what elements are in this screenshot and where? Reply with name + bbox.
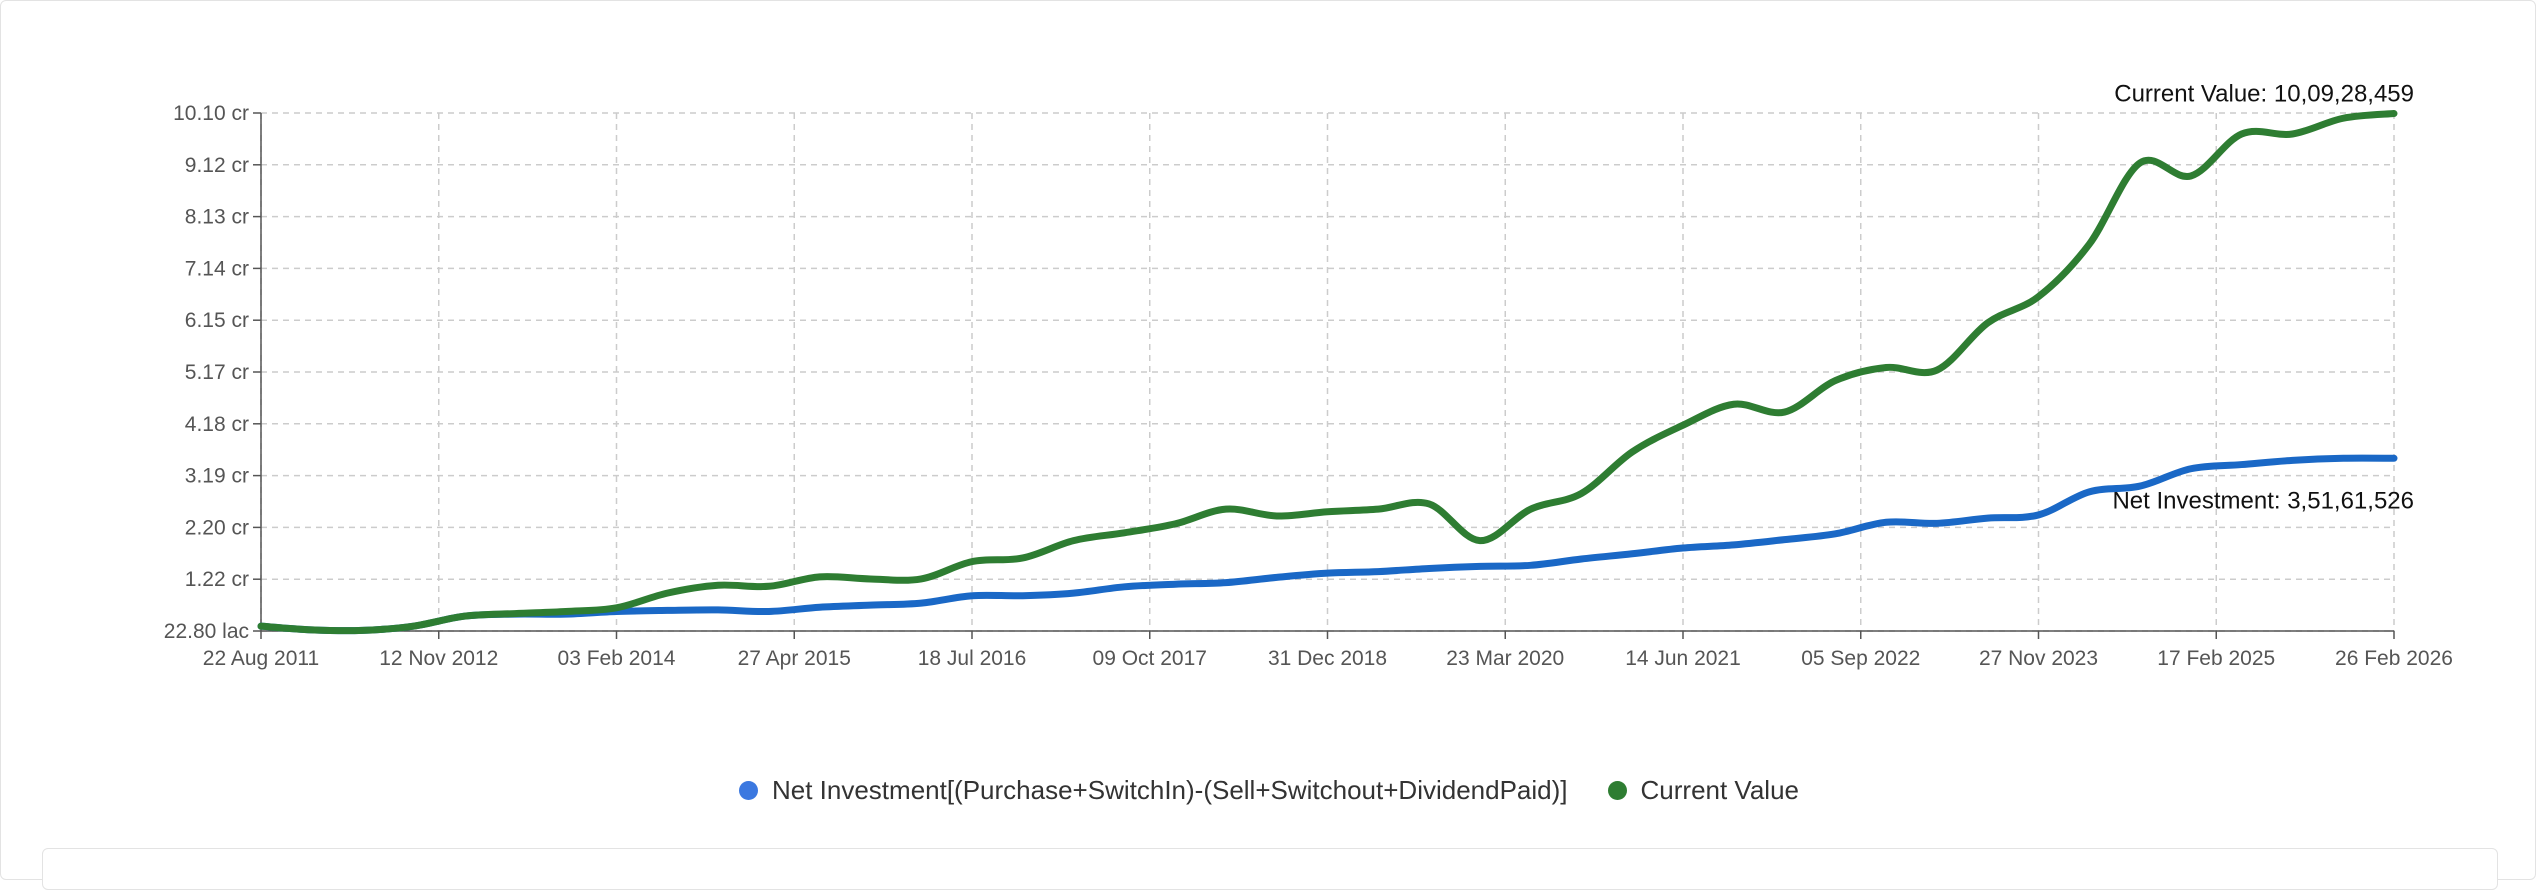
y-tick-label: 6.15 cr bbox=[185, 309, 249, 332]
y-tick-label: 2.20 cr bbox=[185, 516, 249, 539]
x-tick-label: 27 Apr 2015 bbox=[738, 647, 851, 670]
x-tick-label: 26 Feb 2026 bbox=[2335, 647, 2453, 670]
x-tick-label: 31 Dec 2018 bbox=[1268, 647, 1387, 670]
legend-item-current-value[interactable]: Current Value bbox=[1607, 775, 1800, 806]
x-tick-label: 23 Mar 2020 bbox=[1446, 647, 1564, 670]
investment-line-chart: 22.80 lac 1.22 cr 2.20 cr 3.19 cr 4.18 cr 5.1… bbox=[164, 81, 2453, 670]
y-tick-label: 4.18 cr bbox=[185, 413, 249, 436]
net-investment-end-label: Net Investment: 3,51,61,526 bbox=[2112, 487, 2414, 514]
y-tick-label: 22.80 lac bbox=[164, 620, 249, 643]
net-investment-legend-dot bbox=[738, 781, 758, 800]
x-tick-label: 05 Sep 2022 bbox=[1801, 647, 1920, 670]
current-value-end-label: Current Value: 10,09,28,459 bbox=[2114, 81, 2414, 108]
y-tick-label: 8.13 cr bbox=[185, 206, 249, 229]
x-tick-label: 12 Nov 2012 bbox=[379, 647, 498, 670]
x-tick-label: 17 Feb 2025 bbox=[2157, 647, 2275, 670]
x-tick-label: 22 Aug 2011 bbox=[203, 647, 319, 670]
legend-label-net-investment: Net Investment[(Purchase+SwitchIn)-(Sell… bbox=[771, 775, 1568, 805]
y-tick-label: 9.12 cr bbox=[185, 154, 249, 177]
x-tick-label: 09 Oct 2017 bbox=[1093, 647, 1207, 670]
legend-label-current-value: Current Value bbox=[1640, 775, 1800, 805]
x-tick-label: 14 Jun 2021 bbox=[1625, 647, 1741, 670]
y-tick-label: 7.14 cr bbox=[185, 257, 249, 280]
x-tick-label: 27 Nov 2023 bbox=[1979, 647, 2098, 670]
x-tick-label: 03 Feb 2014 bbox=[558, 647, 676, 670]
current-value-line bbox=[257, 110, 2398, 635]
y-tick-label: 5.17 cr bbox=[185, 361, 249, 384]
y-tick-label: 1.22 cr bbox=[185, 568, 249, 591]
current-value-legend-dot bbox=[1607, 781, 1627, 800]
y-tick-label: 3.19 cr bbox=[185, 465, 249, 488]
x-tick-label: 18 Jul 2016 bbox=[918, 647, 1027, 670]
y-tick-label: 10.10 cr bbox=[173, 102, 249, 125]
legend-item-net-investment[interactable]: Net Investment[(Purchase+SwitchIn)-(Sell… bbox=[738, 775, 1568, 806]
net-investment-line bbox=[257, 454, 2398, 635]
chart-legend: Net Investment[(Purchase+SwitchIn)-(Sell… bbox=[0, 775, 2538, 806]
lower-panel bbox=[42, 848, 2498, 890]
